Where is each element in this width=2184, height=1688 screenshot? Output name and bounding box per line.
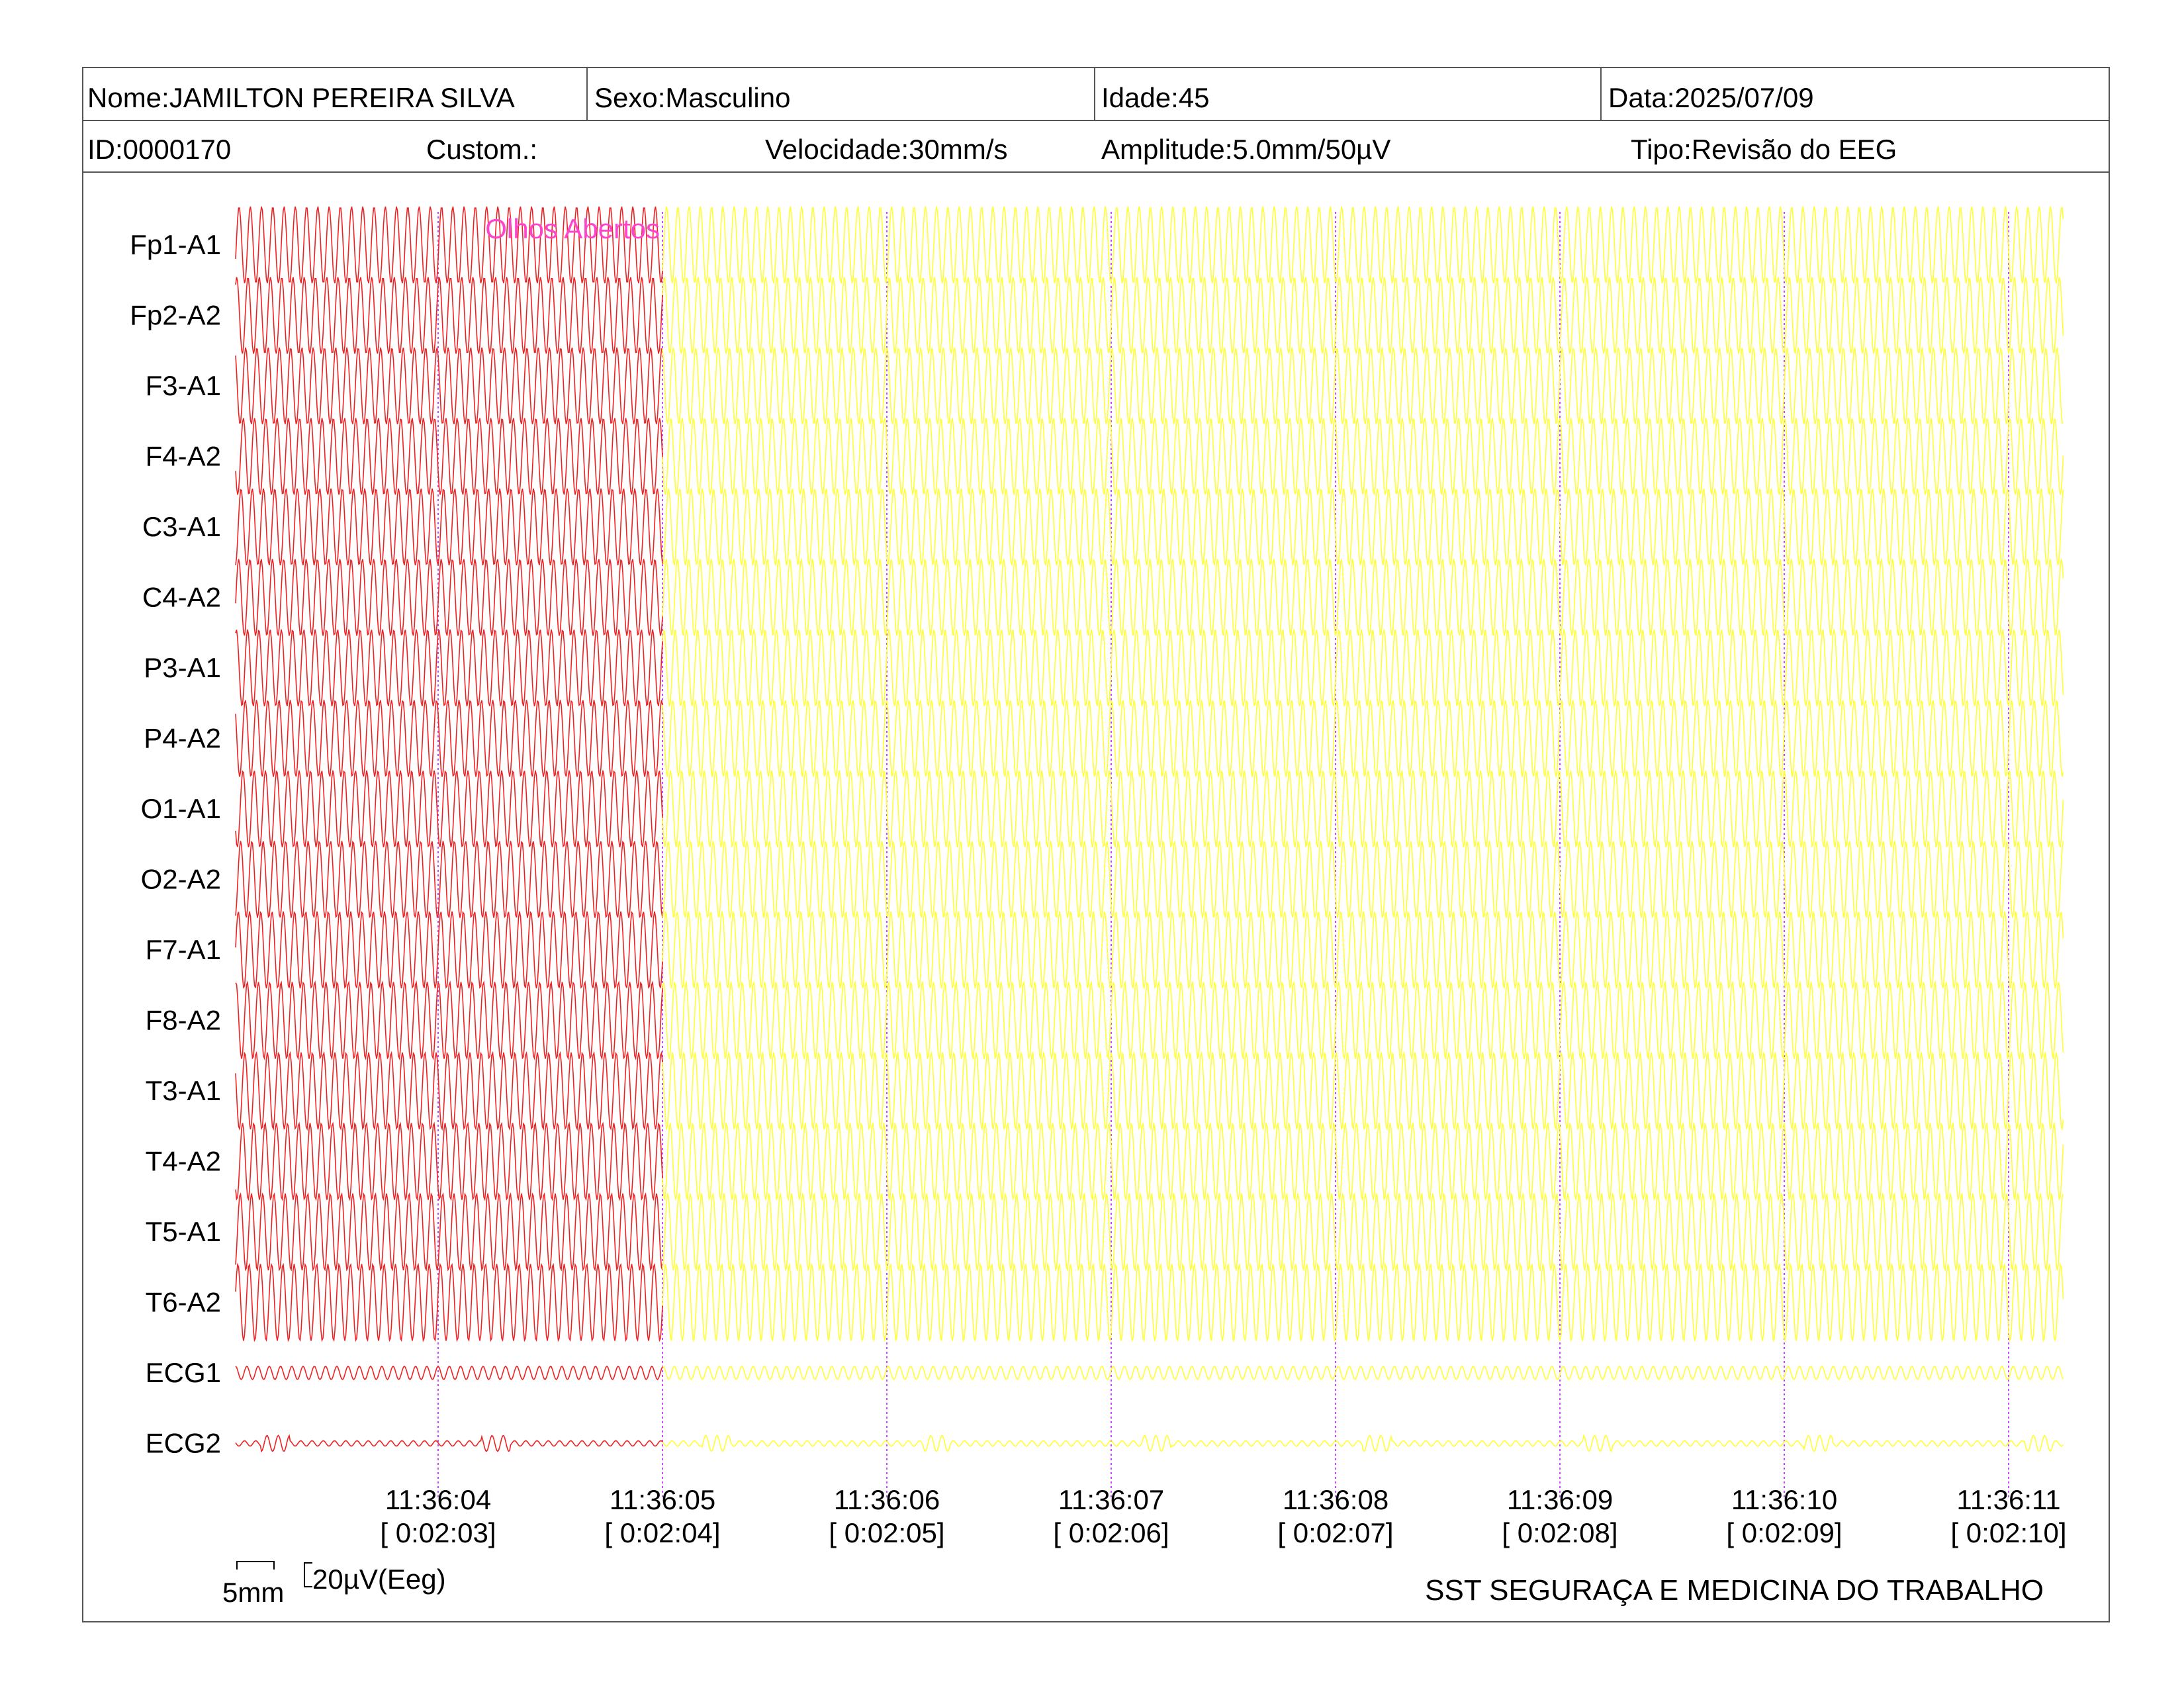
time-tick-clock: 11:36:06 — [834, 1484, 940, 1515]
company-name: SST SEGURAÇA E MEDICINA DO TRABALHO — [1425, 1574, 2044, 1607]
channel-trace-red — [235, 1051, 663, 1131]
exam-type: Tipo:Revisão do EEG — [1631, 134, 1897, 165]
channel-trace-red — [235, 770, 663, 848]
channel-trace-red — [235, 1262, 663, 1342]
time-tick-clock: 11:36:08 — [1283, 1484, 1388, 1515]
time-tick-clock: 11:36:11 — [1956, 1484, 2060, 1515]
channel-trace-red — [235, 840, 663, 919]
channel-trace-red — [235, 207, 663, 283]
channel-trace-yellow — [662, 911, 2064, 989]
channel-trace-red — [235, 488, 663, 566]
channel-trace-yellow — [662, 770, 2064, 848]
header-col-divider — [1600, 68, 1602, 120]
channel-label: F8-A2 — [146, 1005, 221, 1036]
channel-trace-yellow — [662, 488, 2064, 566]
channel-trace-yellow — [662, 418, 2064, 495]
time-tick-elapsed: [ 0:02:09] — [1726, 1517, 1842, 1548]
time-tick-clock: 11:36:07 — [1058, 1484, 1164, 1515]
channel-trace-red — [235, 1192, 663, 1272]
channel-trace-yellow — [662, 700, 2064, 777]
channel-label: C4-A2 — [142, 582, 221, 613]
channel-trace-red — [235, 1365, 663, 1381]
time-tick-elapsed: [ 0:02:07] — [1277, 1517, 1393, 1548]
channel-trace-yellow — [662, 1121, 2064, 1201]
recording-speed: Velocidade:30mm/s — [765, 134, 1008, 165]
time-tick-elapsed: [ 0:02:04] — [604, 1517, 720, 1548]
time-tick-clock: 11:36:09 — [1507, 1484, 1613, 1515]
channel-trace-yellow — [662, 840, 2064, 919]
channel-trace-red — [235, 629, 663, 707]
channel-trace-yellow — [662, 980, 2064, 1060]
header-bottom-border — [83, 171, 2109, 173]
patient-sex: Sexo:Masculino — [594, 82, 791, 113]
channel-trace-yellow — [662, 207, 2064, 283]
channel-label: Fp2-A2 — [130, 300, 221, 331]
channel-trace-red — [235, 1434, 663, 1453]
patient-name: Nome:JAMILTON PEREIRA SILVA — [87, 82, 515, 113]
channel-label: Fp1-A1 — [130, 229, 221, 260]
channel-trace-yellow — [662, 1365, 2064, 1381]
channel-trace-yellow — [662, 629, 2064, 707]
time-tick-elapsed: [ 0:02:08] — [1502, 1517, 1617, 1548]
time-tick-clock: 11:36:05 — [610, 1484, 715, 1515]
channel-label: O2-A2 — [141, 864, 221, 895]
channel-trace-red — [235, 348, 663, 424]
time-tick-clock: 11:36:04 — [385, 1484, 491, 1515]
channel-trace-yellow — [662, 277, 2064, 354]
channel-label: T3-A1 — [146, 1075, 221, 1106]
channel-label: ECG1 — [146, 1357, 221, 1388]
header-col-divider — [586, 68, 588, 120]
channel-trace-red — [235, 418, 663, 495]
channel-trace-yellow — [662, 1434, 2064, 1453]
channel-trace-yellow — [662, 1051, 2064, 1131]
time-tick-elapsed: [ 0:02:05] — [829, 1517, 944, 1548]
channel-trace-yellow — [662, 348, 2064, 424]
channel-trace-red — [235, 1121, 663, 1201]
channel-label: F3-A1 — [146, 370, 221, 401]
header-divider — [83, 120, 2109, 121]
time-tick-clock: 11:36:10 — [1731, 1484, 1837, 1515]
time-tick-elapsed: [ 0:02:06] — [1053, 1517, 1169, 1548]
channel-trace-red — [235, 911, 663, 989]
channel-trace-yellow — [662, 559, 2064, 636]
custom-field: Custom.: — [426, 134, 538, 165]
time-tick-elapsed: [ 0:02:10] — [1950, 1517, 2066, 1548]
channel-trace-red — [235, 277, 663, 354]
channel-label: F4-A2 — [146, 441, 221, 472]
amplitude-scale-label: 20µV(Eeg) — [312, 1564, 446, 1595]
channel-trace-yellow — [662, 1262, 2064, 1342]
eeg-report: Nome:JAMILTON PEREIRA SILVA Sexo:Masculi… — [82, 67, 2110, 1622]
header-col-divider — [1094, 68, 1095, 120]
time-tick-elapsed: [ 0:02:03] — [380, 1517, 496, 1548]
patient-id: ID:0000170 — [87, 134, 232, 165]
recording-amplitude: Amplitude:5.0mm/50µV — [1101, 134, 1391, 165]
channel-label: F7-A1 — [146, 934, 221, 965]
channel-trace-yellow — [662, 1192, 2064, 1272]
event-annotation: Olhos Abertos — [485, 213, 660, 244]
channel-label: T6-A2 — [146, 1287, 221, 1318]
channel-label: T5-A1 — [146, 1216, 221, 1247]
channel-trace-red — [235, 980, 663, 1060]
time-scale-label: 5mm — [222, 1577, 285, 1608]
channel-label: ECG2 — [146, 1428, 221, 1459]
channel-label: P4-A2 — [144, 723, 221, 754]
channel-label: O1-A1 — [141, 793, 221, 824]
patient-age: Idade:45 — [1101, 82, 1210, 113]
scale-bar-icon — [236, 1561, 312, 1587]
exam-date: Data:2025/07/09 — [1608, 82, 1814, 113]
channel-trace-red — [235, 559, 663, 636]
channel-trace-red — [235, 700, 663, 777]
channel-label: C3-A1 — [142, 511, 221, 542]
channel-label: P3-A1 — [144, 652, 221, 683]
channel-label: T4-A2 — [146, 1146, 221, 1177]
